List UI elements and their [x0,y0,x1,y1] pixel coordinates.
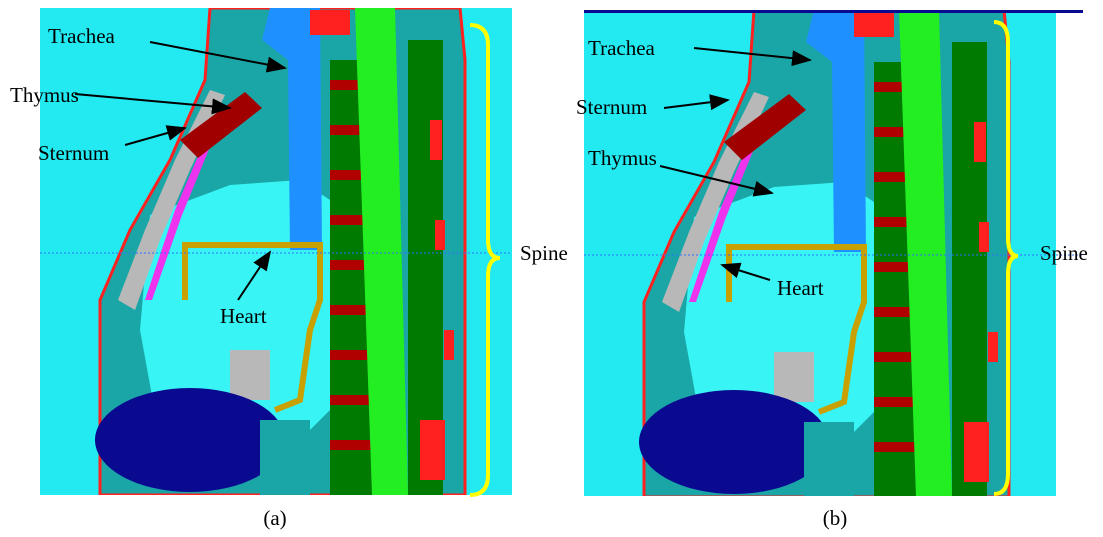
label-heart: Heart [777,276,824,300]
label-spine: Spine [520,241,568,265]
label-heart: Heart [220,304,267,328]
figure: Trachea Thymus Sternum Heart Spine (a) T… [0,0,1103,537]
label-trachea: Trachea [48,24,116,48]
scan-a [40,8,512,495]
caption: (b) [823,506,848,530]
caption: (a) [263,506,286,530]
scan-b [584,10,1056,497]
label-thymus: Thymus [10,83,79,107]
label-sternum: Sternum [38,141,109,165]
label-sternum: Sternum [576,95,647,119]
label-trachea: Trachea [588,36,656,60]
label-spine: Spine [1040,241,1088,265]
label-thymus: Thymus [588,146,657,170]
